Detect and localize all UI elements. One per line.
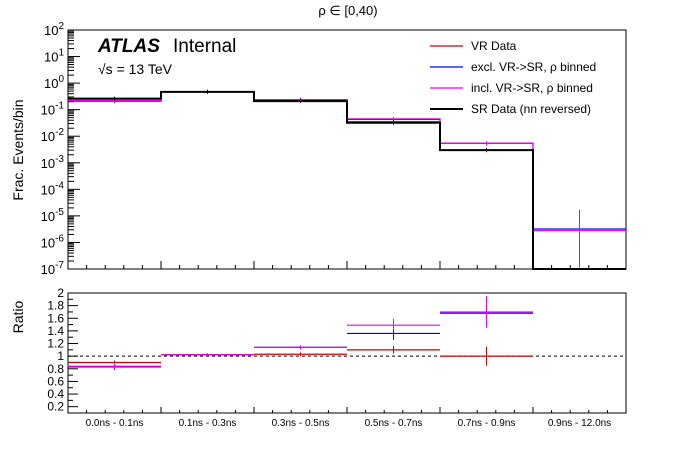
ratio-frame [67, 292, 627, 414]
ratio-tick-label: 0.8 [47, 362, 64, 376]
top-series-group [68, 89, 626, 270]
y-tick-label: 102 [44, 21, 64, 38]
ratio-tick-label: 0.2 [47, 400, 64, 414]
y-tick-label: 10-1 [41, 101, 65, 118]
y-tick-label: 10-2 [41, 127, 65, 144]
y-tick-label: 10-3 [41, 154, 65, 171]
ratio-y-axis-label: Ratio [10, 300, 26, 333]
x-tick-label: 0.1ns - 0.3ns [179, 418, 237, 429]
x-tick-label: 0.0ns - 0.1ns [86, 418, 144, 429]
y-tick-label: 10-5 [41, 207, 65, 224]
series-sr-data-nn-reversed- [68, 90, 626, 270]
x-tick-label: 0.7ns - 0.9ns [458, 418, 516, 429]
energy-label: √s = 13 TeV [98, 61, 173, 77]
legend-label: VR Data [471, 39, 517, 53]
atlas-label: ATLAS Internal √s = 13 TeV [97, 36, 236, 77]
x-tick-label: 0.9ns - 12.0ns [548, 418, 611, 429]
y-tick-label: 10-4 [41, 180, 65, 197]
top-y-axis-label: Frac. Events/bin [10, 99, 26, 200]
legend-label: excl. VR->SR, ρ binned [471, 60, 596, 74]
chart-title: ρ ∈ [0,40) [318, 3, 377, 18]
y-tick-label: 10-7 [41, 260, 65, 277]
y-tick-label: 10-6 [41, 233, 65, 250]
ratio-tick-label: 2 [57, 286, 64, 300]
legend-label: incl. VR->SR, ρ binned [471, 81, 593, 95]
ratio-series-group [68, 296, 533, 371]
x-tick-label: 0.3ns - 0.5ns [272, 418, 330, 429]
ratio-tick-label: 1.2 [47, 337, 64, 351]
x-tick-labels: 0.0ns - 0.1ns 0.1ns - 0.3ns 0.3ns - 0.5ns 0… [86, 418, 612, 429]
ratio-tick-label: 1.4 [47, 324, 64, 338]
legend-label: SR Data (nn reversed) [471, 102, 591, 116]
ratio-tick-label: 1 [57, 349, 64, 363]
ratio-y-ticks: 0.20.40.60.811.21.41.61.82 [47, 286, 626, 414]
x-tick-label: 0.5ns - 0.7ns [365, 418, 423, 429]
ratio-tick-label: 0.4 [47, 387, 64, 401]
ratio-tick-label: 1.8 [47, 299, 64, 313]
ratio-tick-label: 0.6 [47, 374, 64, 388]
ratio-tick-label: 1.6 [47, 311, 64, 325]
atlas-label-internal: Internal [173, 36, 236, 57]
ratio-panel: 0.20.40.60.811.21.41.61.82 Ratio [10, 286, 627, 414]
legend: VR Data excl. VR->SR, ρ binned incl. VR->S… [430, 39, 596, 116]
y-tick-label: 101 [44, 48, 64, 65]
atlas-label-bold: ATLAS [97, 36, 160, 57]
y-tick-label: 100 [44, 74, 64, 91]
